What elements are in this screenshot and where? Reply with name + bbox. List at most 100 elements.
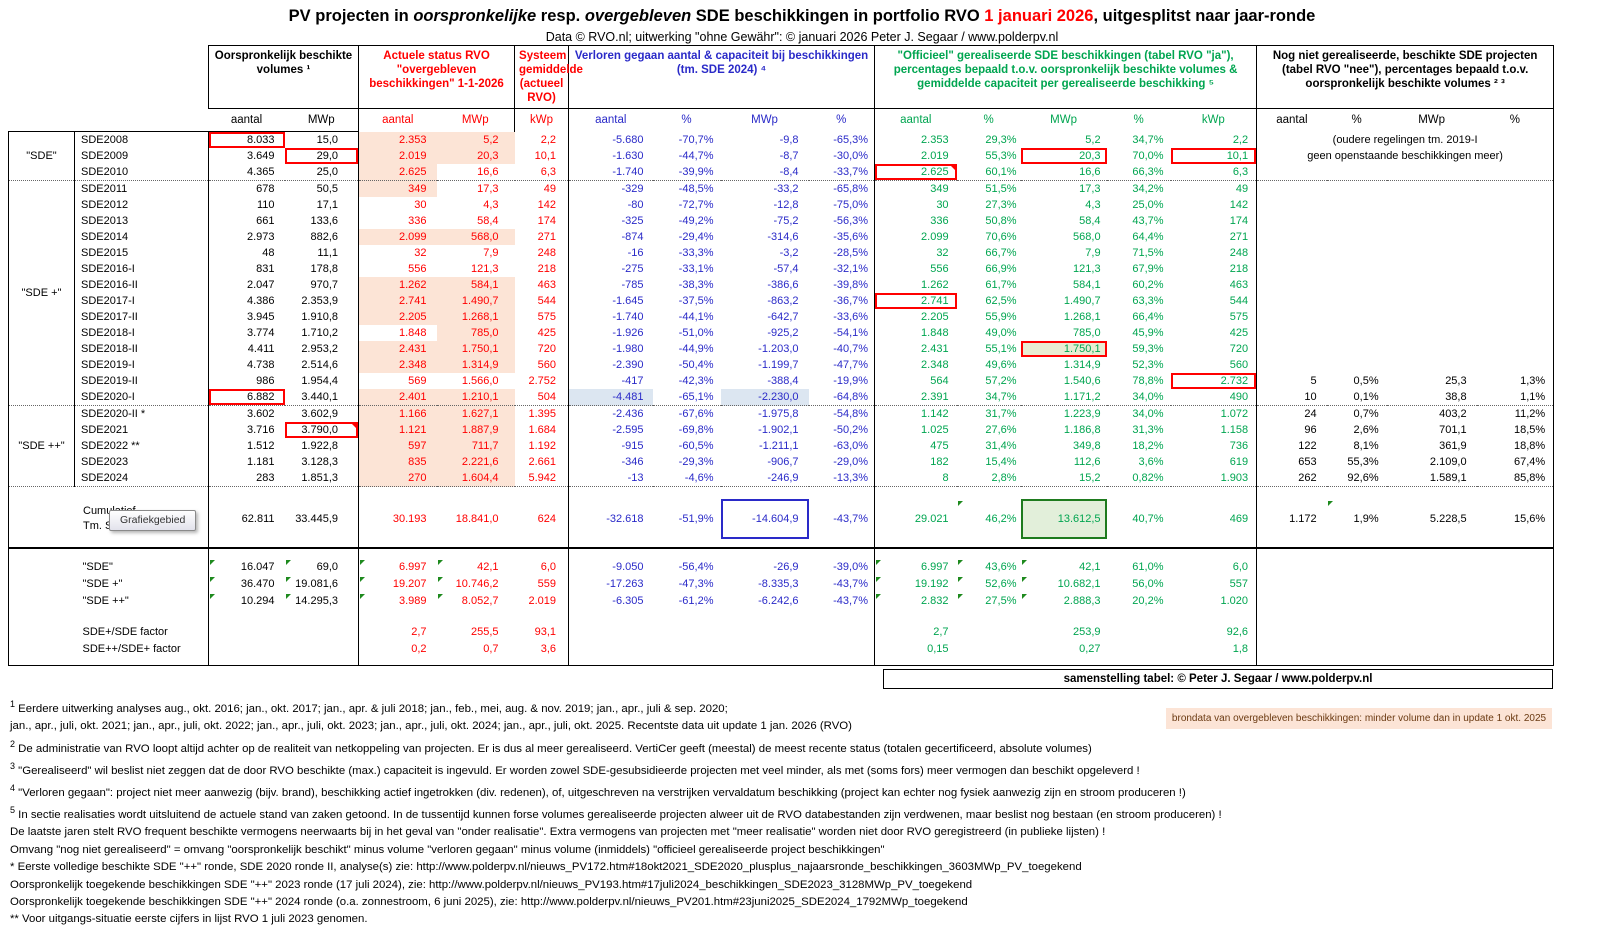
cell-actueel-aantal [359,549,437,559]
subheader-mwp: MWp [284,108,360,132]
cell-gerealiseerd-kwp: 6,0 [1170,558,1257,575]
cell-nogniet-pct2 [1476,341,1555,357]
cell-gerealiseerd-mwp: 7,9 [1085,247,1101,259]
cell-orig-mwp: 1.910,8 [284,309,360,325]
cell-orig-mwp: 133,6 [284,213,360,229]
cell-actueel-aantal: 2,7 [411,625,427,638]
cell-verloren-pct2: -33,6% [808,309,876,325]
cell-systeem-kwp [514,657,569,666]
cell-nogniet-mwp: 403,2 [1439,408,1467,420]
cell-gerealiseerd-aantal: 19.192 [875,575,957,592]
cell-nogniet-aantal: 5 [1310,375,1317,387]
cell-gerealiseerd-pct2 [1106,539,1171,548]
cell-nogniet-mwp [1387,229,1477,245]
cell-gerealiseerd-pct2: 43,7% [1132,215,1164,227]
cell-gerealiseerd-aantal: 29.021 [914,513,949,525]
cell-verloren-mwp: -26,9 [773,560,799,573]
cell-gerealiseerd-mwp: 1.186,8 [1063,424,1101,436]
cell-nogniet-pct [1327,293,1387,309]
cell-verloren-pct2: -39,8% [808,277,876,293]
cell-nogniet-mwp [1387,549,1477,559]
cell-gerealiseerd-mwp: 1.171,2 [1020,389,1107,406]
cell-gerealiseerd-aantal: 564 [930,375,949,387]
cell-gerealiseerd-aantal: 2.625 [874,164,957,181]
cell-actueel-mwp: 1.210,1 [436,389,515,406]
cell-actueel-aantal: 2.019 [358,148,437,164]
cell-nogniet-pct: 1,9% [1327,499,1387,539]
cell-nogniet-pct [1327,325,1387,341]
cell-verloren-mwp: -12,8 [773,199,799,211]
cell-verloren-aantal [568,539,653,548]
cell-gerealiseerd-aantal: 2.391 [874,389,957,406]
footnote-line: 1 Eerdere uitwerking analyses aug., okt.… [10,699,728,715]
cell-nogniet-pct [1327,245,1387,261]
cell-systeem-kwp: 5.942 [514,470,570,487]
cell-nogniet-pct [1327,609,1387,623]
cell-nogniet-pct [1327,181,1387,198]
cell-nogniet-pct [1327,575,1387,592]
cell-gerealiseerd-mwp: 121,3 [1073,263,1101,275]
cell-verloren-pct2 [808,657,875,666]
cell-verloren-pct: -44,9% [678,343,714,355]
table-row [8,539,1555,548]
table-row: SDE2009 3.649 29,0 2.019 20,3 10,1 -1.630 -44,7… [9,148,1555,164]
cell-gerealiseerd-mwp: 584,1 [1073,279,1101,291]
cell-gerealiseerd-aantal [875,609,957,623]
cell-nogniet-mwp [1387,487,1477,500]
cell-orig-aantal: 3.716 [246,424,275,436]
header-nog-niet-gerealiseerd: Nog niet gerealiseerde, beschikte SDE pr… [1256,45,1555,109]
cell-gerealiseerd-mwp: 349,8 [1073,440,1101,452]
cell-gerealiseerd-mwp: 1.540,6 [1063,375,1101,387]
subheader-mwp: MWp [751,114,778,127]
cell-nogniet-mwp [1387,558,1477,575]
cell-gerealiseerd-kwp: 736 [1170,438,1258,454]
cell-actueel-aantal: 556 [408,263,427,275]
cell-actueel-aantal: 2.401 [358,389,437,406]
cell-actueel-aantal: 3.989 [359,592,437,609]
source-data-note: brondata van overgebleven beschikkingen:… [1166,708,1552,729]
cell-gerealiseerd-pct: 29,3% [985,133,1017,146]
cell-nogniet-pct [1327,229,1387,245]
cell-gerealiseerd-pct2: 71,5% [1132,247,1164,259]
footnote-marker: 2 [10,738,16,749]
subheader-mwp: MWp [461,114,489,127]
cell-orig-aantal: 48 [262,247,275,259]
cell-nogniet-pct2: 15,6% [1476,499,1555,539]
cell-nogniet-pct [1327,592,1387,609]
cell-gerealiseerd-pct2: 18,2% [1132,440,1164,452]
cell-actueel-mwp [437,549,515,559]
table-row: SDE2018-II 4.411 2.953,2 2.431 1.750,1 720 -1.… [9,341,1555,357]
row-label: SDE2023 [74,454,209,470]
cell-verloren-pct: -48,5% [678,183,714,195]
cell-gerealiseerd-pct2: 59,3% [1132,343,1164,355]
footnote-line: * Eerste volledige beschikte SDE "++" ro… [10,861,1082,874]
cell-verloren-mwp: -388,4 [767,375,799,387]
cell-verloren-pct: -37,5% [678,295,714,307]
cell-gerealiseerd-pct: 50,8% [985,215,1017,227]
cell-gerealiseerd-pct2: 45,9% [1132,327,1164,339]
cell-actueel-aantal: 2.348 [358,357,437,373]
cell-gerealiseerd-aantal: 2.019 [921,150,949,162]
cell-verloren-mwp: -8.335,3 [758,577,799,590]
cell-gerealiseerd-kwp: 425 [1170,325,1258,341]
cell-orig-aantal: 678 [256,183,275,195]
cell-nogniet-pct [1327,341,1387,357]
cell-nogniet-aantal: 96 [1304,424,1317,436]
cell-orig-aantal: 3.602 [246,408,275,420]
cell-gerealiseerd-pct: 49,0% [985,327,1017,339]
cell-nogniet-aantal [1256,539,1327,548]
cell-gerealiseerd-pct2: 64,4% [1132,231,1164,243]
cell-gerealiseerd-aantal: 2.099 [921,231,949,243]
header-systeem-gemiddelde: Systeem gemiddelde (actueel RVO) [514,45,583,109]
cell-verloren-pct2: -13,3% [808,470,876,487]
cell-nogniet-aantal [1257,592,1327,609]
cell-nogniet-mwp: 38,8 [1386,389,1477,406]
cell-nogniet-pct2: 11,2% [1476,405,1555,422]
cell-nogniet-mwp [1387,261,1477,277]
cell-nogniet-pct: 92,6% [1326,470,1387,487]
cell-verloren-mwp [721,640,809,657]
cell-verloren-pct [653,640,721,657]
table-row: SDE2015 48 11,1 32 7,9 248 -16 -33,3% -3,2 -28,5%… [9,245,1555,261]
cell-orig-mwp: 3.440,1 [284,389,360,406]
cell-nogniet-aantal [1257,640,1327,657]
